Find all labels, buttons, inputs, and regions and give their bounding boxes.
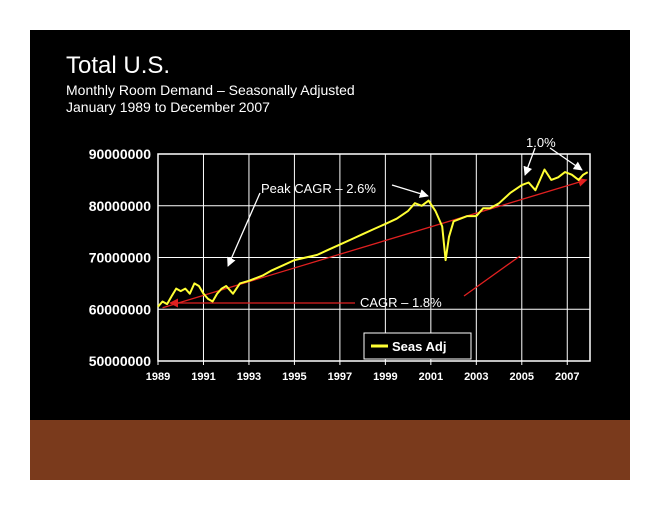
x-tick-label: 1999 — [373, 371, 397, 383]
one-percent-annotation: 1.0% — [526, 135, 556, 150]
x-tick-label: 1993 — [237, 371, 261, 383]
cagr-trend-line — [162, 177, 588, 309]
legend: Seas Adj — [363, 332, 472, 360]
y-tick-label: 70000000 — [89, 250, 152, 266]
room-demand-chart: 90000000 80000000 70000000 60000000 50000000… — [89, 135, 591, 383]
x-axis-ticks: 1989 1991 1993 1995 1997 1999 2001 2003 2005 2007 — [146, 361, 580, 383]
plot-area-border — [157, 153, 591, 362]
y-tick-label: 90000000 — [89, 146, 152, 162]
legend-box — [363, 332, 472, 360]
y-tick-label: 60000000 — [89, 301, 152, 317]
x-tick-label: 1989 — [146, 371, 170, 383]
x-tick-label: 2003 — [464, 371, 488, 383]
x-tick-label: 1997 — [328, 371, 352, 383]
slide-subtitle-line1: Monthly Room Demand – Seasonally Adjuste… — [66, 82, 355, 98]
x-tick-label: 1991 — [191, 371, 215, 383]
peak-cagr-arrow-left — [227, 192, 261, 267]
x-tick-label: 1995 — [282, 371, 306, 383]
x-tick-label: 2005 — [510, 371, 534, 383]
x-tick-label: 2001 — [419, 371, 443, 383]
cagr-pointer-line — [463, 255, 521, 297]
y-axis-ticks: 90000000 80000000 70000000 60000000 50000000 — [89, 146, 152, 369]
slide-subtitle-line2: January 1989 to December 2007 — [66, 99, 270, 115]
slide: Total U.S. Monthly Room Demand – Seasona… — [30, 30, 630, 480]
legend-label: Seas Adj — [392, 339, 446, 354]
x-tick-label: 2007 — [555, 371, 579, 383]
footer-band — [30, 420, 630, 480]
one-percent-arrow-left — [523, 147, 536, 176]
slide-title: Total U.S. — [66, 52, 171, 79]
one-percent-arrow-right — [549, 147, 583, 171]
cagr-annotation: CAGR – 1.8% — [360, 295, 442, 310]
peak-cagr-arrow-right — [391, 184, 429, 198]
y-tick-label: 80000000 — [89, 198, 152, 214]
peak-cagr-annotation: Peak CAGR – 2.6% — [261, 181, 376, 196]
y-tick-label: 50000000 — [89, 353, 152, 369]
seas-adj-series-line — [157, 168, 589, 308]
